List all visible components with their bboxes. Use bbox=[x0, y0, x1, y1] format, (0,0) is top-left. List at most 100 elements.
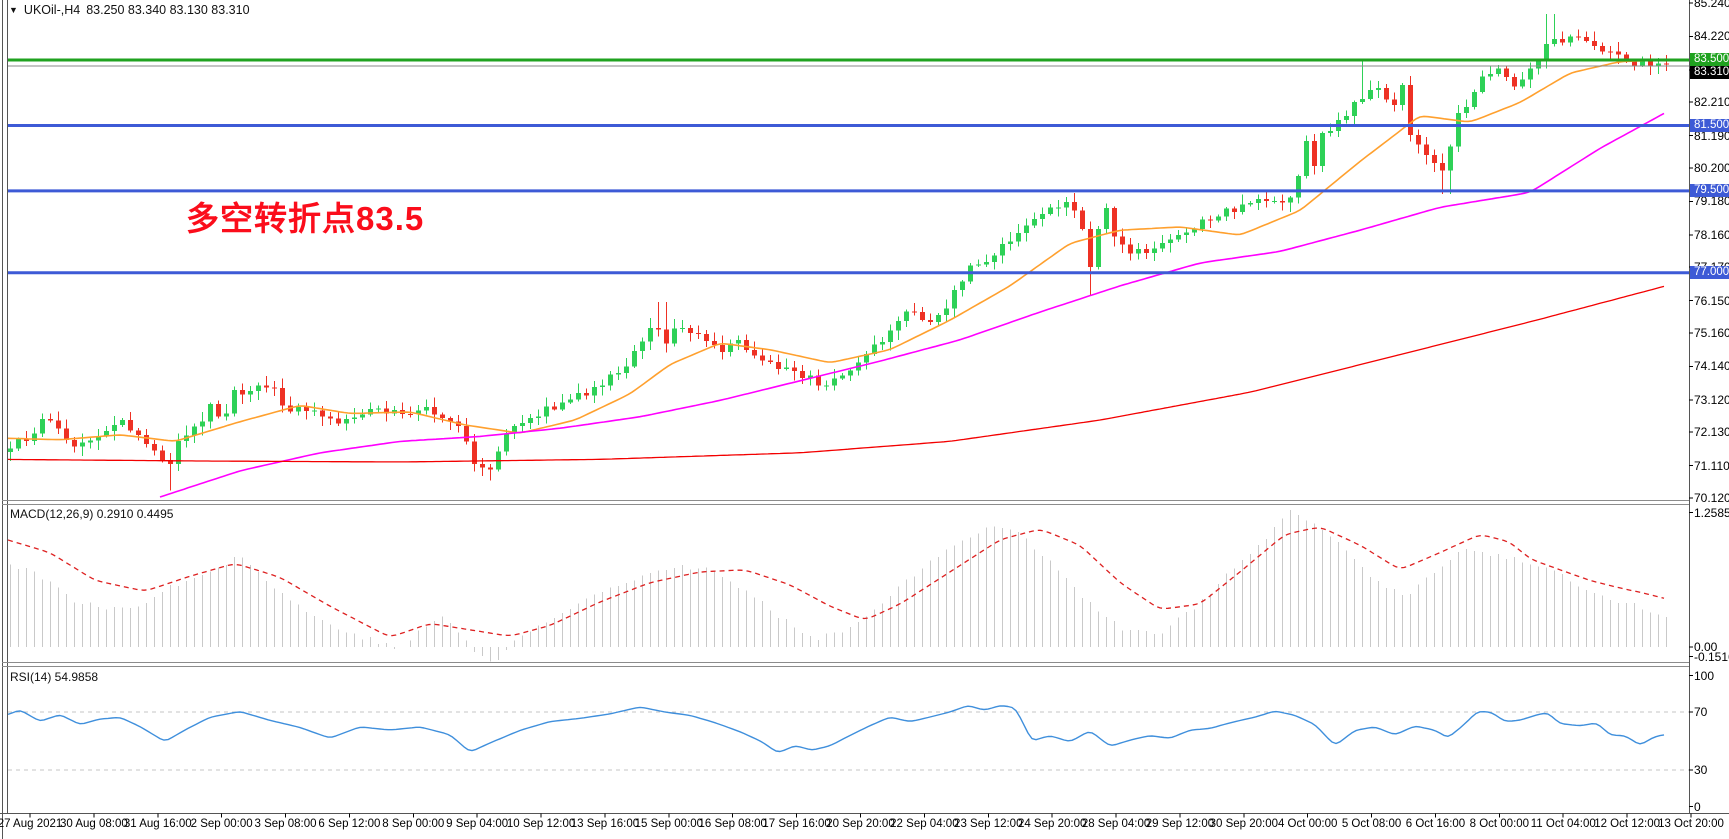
symbol-timeframe-label: UKOil-,H4 bbox=[23, 3, 81, 17]
panel-resize-handle-macd[interactable] bbox=[0, 499, 1689, 507]
candle-body bbox=[40, 419, 45, 434]
candle-body bbox=[552, 406, 557, 410]
candle-body bbox=[1240, 204, 1245, 213]
candle-body bbox=[408, 413, 413, 415]
time-label: 31 Aug 16:00 bbox=[123, 818, 192, 830]
time-label: 20 Sep 20:00 bbox=[826, 818, 895, 830]
candle-body bbox=[808, 375, 813, 378]
candle-body bbox=[1424, 144, 1429, 155]
time-label: 2 Sep 00:00 bbox=[190, 818, 253, 830]
candle-body bbox=[984, 262, 989, 265]
symbol-dropdown-icon[interactable]: ▼ bbox=[9, 5, 18, 15]
candle-body bbox=[1160, 243, 1165, 249]
candle-body bbox=[136, 430, 141, 435]
candle-body bbox=[608, 374, 613, 386]
candle-body bbox=[760, 355, 765, 361]
time-label: 8 Sep 00:00 bbox=[382, 818, 445, 830]
macd-panel[interactable] bbox=[8, 510, 1667, 662]
hline-price-label: 79.500 bbox=[1690, 184, 1729, 198]
candle-body bbox=[336, 418, 341, 424]
candle-body bbox=[1192, 229, 1197, 233]
panel-resize-handle-rsi[interactable] bbox=[0, 661, 1689, 669]
candle-body bbox=[544, 406, 549, 417]
candle-body bbox=[1016, 232, 1021, 242]
time-label: 22 Sep 04:00 bbox=[890, 818, 959, 830]
candle-body bbox=[648, 327, 653, 342]
candle-body bbox=[1664, 63, 1669, 65]
candle-body bbox=[928, 320, 933, 322]
candle-body bbox=[376, 408, 381, 410]
candle-body bbox=[248, 391, 253, 395]
candle-body bbox=[816, 375, 821, 386]
candle-body bbox=[320, 410, 325, 417]
candle-body bbox=[704, 333, 709, 342]
candle-body bbox=[360, 414, 365, 418]
candle-body bbox=[256, 385, 261, 392]
candle-body bbox=[1536, 60, 1541, 69]
candle-body bbox=[840, 375, 845, 379]
candle-body bbox=[48, 419, 53, 421]
candle-body bbox=[192, 426, 197, 436]
candle-body bbox=[1568, 36, 1573, 43]
candle-body bbox=[1168, 239, 1173, 244]
candle-body bbox=[664, 329, 669, 344]
time-label: 15 Sep 00:00 bbox=[634, 818, 704, 830]
candle-body bbox=[768, 360, 773, 363]
annotation-text[interactable]: 多空转折点83.5 bbox=[186, 200, 425, 237]
time-label: 11 Oct 04:00 bbox=[1530, 818, 1596, 830]
candle-body bbox=[784, 367, 789, 370]
ma-mid-magenta bbox=[159, 112, 1665, 498]
time-label: 9 Sep 04:00 bbox=[446, 818, 509, 830]
candle-body bbox=[1504, 68, 1509, 78]
candle-body bbox=[1576, 36, 1581, 38]
time-label: 30 Aug 08:00 bbox=[59, 818, 128, 830]
price-tick-label: 70.120 bbox=[1694, 490, 1729, 505]
candle-body bbox=[1320, 132, 1325, 166]
price-tick-label: 72.130 bbox=[1694, 425, 1729, 440]
candle-body bbox=[24, 439, 29, 442]
candle-body bbox=[728, 343, 733, 352]
candle-body bbox=[1456, 112, 1461, 147]
candle-body bbox=[1312, 141, 1317, 166]
candle-body bbox=[296, 406, 301, 412]
candle-body bbox=[1040, 213, 1045, 220]
price-tick-label: 82.210 bbox=[1694, 95, 1729, 110]
candle-body bbox=[952, 290, 957, 309]
hline-price-label: 83.500 bbox=[1690, 53, 1729, 67]
candle-body bbox=[1280, 200, 1285, 203]
candle-body bbox=[568, 399, 573, 403]
time-label: 8 Oct 00:00 bbox=[1469, 818, 1530, 830]
candle-body bbox=[600, 385, 605, 387]
current-price-label: 83.310 bbox=[1690, 66, 1729, 80]
time-label: 17 Sep 16:00 bbox=[762, 818, 831, 830]
candle-body bbox=[912, 311, 917, 313]
candle-body bbox=[1272, 200, 1277, 202]
candle-body bbox=[1128, 244, 1133, 254]
candle-body bbox=[752, 350, 757, 356]
candle-body bbox=[880, 341, 885, 345]
candle-body bbox=[656, 327, 661, 330]
macd-indicator-label: MACD(12,26,9) 0.2910 0.4495 bbox=[10, 507, 174, 521]
candle-body bbox=[88, 440, 93, 443]
candle-body bbox=[792, 367, 797, 372]
candle-body bbox=[864, 354, 869, 363]
candle-body bbox=[1056, 207, 1061, 209]
candle-body bbox=[200, 421, 205, 427]
time-label: 12 Oct 12:00 bbox=[1594, 818, 1661, 830]
candle-body bbox=[1384, 88, 1389, 100]
price-tick-label: 84.220 bbox=[1694, 29, 1729, 44]
candle-body bbox=[712, 341, 717, 346]
rsi-tick-label: 70 bbox=[1694, 705, 1708, 719]
macd-tick-label: 0.00 bbox=[1694, 640, 1718, 654]
rsi-panel[interactable] bbox=[8, 705, 1689, 771]
candle-body bbox=[384, 408, 389, 414]
candle-body bbox=[1328, 131, 1333, 133]
candle-body bbox=[1648, 58, 1653, 67]
candle-body bbox=[1360, 99, 1365, 103]
main-panel[interactable] bbox=[8, 14, 1689, 498]
candle-body bbox=[312, 410, 317, 412]
candle-body bbox=[216, 404, 221, 417]
candle-body bbox=[872, 344, 877, 355]
